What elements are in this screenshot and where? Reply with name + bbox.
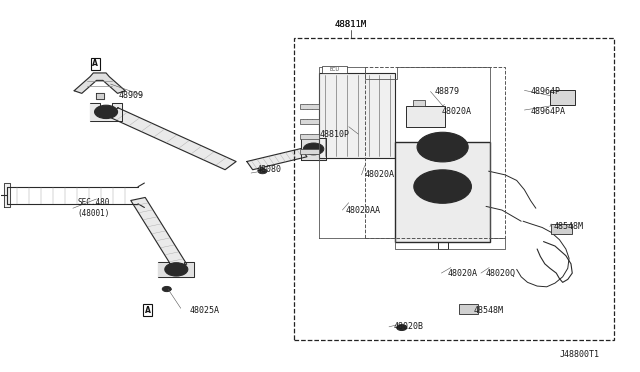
Text: 48025A: 48025A	[189, 306, 219, 315]
Polygon shape	[301, 138, 326, 160]
Text: SEC.480: SEC.480	[77, 198, 109, 207]
Bar	[365, 67, 505, 238]
Text: 48548M: 48548M	[473, 306, 503, 315]
Text: 48020B: 48020B	[394, 322, 424, 331]
Circle shape	[554, 93, 559, 96]
Bar	[300, 119, 319, 124]
Bar	[300, 104, 319, 109]
Circle shape	[258, 169, 267, 174]
Bar	[413, 100, 426, 106]
Circle shape	[173, 267, 180, 272]
Circle shape	[417, 132, 468, 162]
Text: 48080: 48080	[256, 165, 281, 174]
Circle shape	[554, 100, 559, 103]
Text: 48020A: 48020A	[365, 170, 395, 179]
Text: 48811M: 48811M	[335, 20, 367, 29]
Circle shape	[564, 100, 569, 103]
Polygon shape	[107, 108, 236, 170]
Text: 48964P: 48964P	[531, 87, 561, 96]
Circle shape	[165, 263, 188, 276]
Text: 48548M: 48548M	[553, 222, 583, 231]
Text: 48020A: 48020A	[442, 108, 471, 116]
Bar	[319, 73, 396, 158]
Bar	[550, 90, 575, 105]
Text: 48020A: 48020A	[448, 269, 477, 278]
Text: (48001): (48001)	[77, 209, 109, 218]
Polygon shape	[247, 148, 307, 170]
Bar	[551, 224, 572, 234]
Text: J48800T1: J48800T1	[559, 350, 600, 359]
Circle shape	[95, 105, 118, 119]
Bar	[322, 66, 348, 73]
Text: 48810P: 48810P	[320, 129, 350, 139]
Polygon shape	[96, 93, 104, 99]
Bar	[406, 106, 445, 127]
Circle shape	[163, 286, 172, 292]
Polygon shape	[74, 73, 125, 93]
Polygon shape	[90, 103, 122, 121]
Bar	[460, 304, 478, 314]
Bar	[396, 141, 490, 241]
Circle shape	[102, 110, 110, 114]
Bar	[300, 148, 319, 154]
Bar	[294, 38, 614, 340]
Polygon shape	[4, 183, 10, 208]
Text: ECU: ECU	[330, 67, 340, 72]
Circle shape	[431, 140, 454, 154]
Text: 48020Q: 48020Q	[486, 269, 516, 278]
Text: 48879: 48879	[435, 87, 460, 96]
Bar	[300, 134, 319, 139]
Circle shape	[427, 177, 459, 196]
Text: 48811M: 48811M	[335, 20, 367, 29]
Text: A: A	[145, 306, 150, 315]
Polygon shape	[159, 262, 194, 277]
Text: 48020AA: 48020AA	[346, 206, 381, 215]
Text: 48964PA: 48964PA	[531, 108, 566, 116]
Circle shape	[564, 93, 569, 96]
Circle shape	[397, 325, 407, 331]
Text: A: A	[92, 59, 98, 68]
Circle shape	[414, 170, 471, 203]
Circle shape	[303, 143, 324, 155]
Polygon shape	[131, 198, 187, 267]
Circle shape	[436, 183, 449, 190]
Text: 48909: 48909	[119, 91, 144, 100]
